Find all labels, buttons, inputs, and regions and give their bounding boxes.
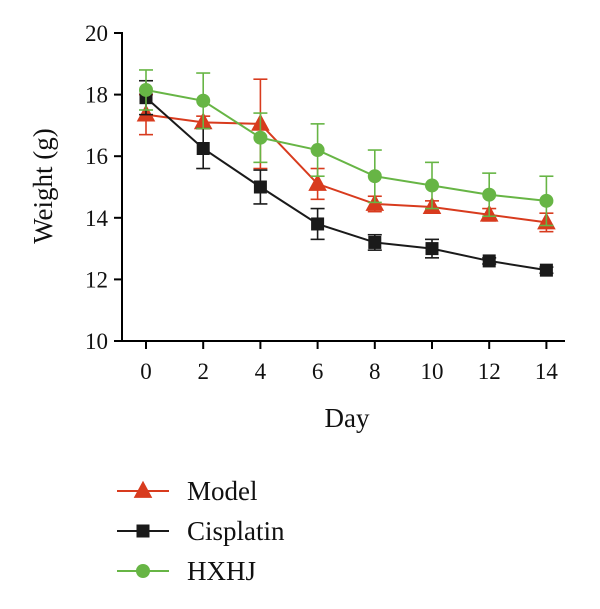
y-axis-title: Weight (g) xyxy=(28,128,58,244)
legend-label: Cisplatin xyxy=(187,516,285,546)
y-tick-label: 16 xyxy=(85,144,108,169)
x-tick-label: 14 xyxy=(535,359,559,384)
x-tick-label: 2 xyxy=(197,359,209,384)
data-point xyxy=(425,242,439,256)
data-point xyxy=(253,130,268,145)
x-tick-label: 6 xyxy=(312,359,324,384)
data-point xyxy=(368,235,382,249)
legend-item-model: Model xyxy=(117,476,258,506)
legend-marker xyxy=(136,524,150,538)
data-point xyxy=(139,82,153,97)
series-line xyxy=(145,96,547,272)
data-point xyxy=(310,143,325,158)
data-point xyxy=(253,180,267,194)
x-tick-label: 0 xyxy=(140,359,152,384)
y-tick-label: 12 xyxy=(85,267,108,292)
x-tick-label: 12 xyxy=(478,359,501,384)
series-line xyxy=(145,88,547,202)
data-point xyxy=(425,178,439,193)
data-point xyxy=(308,173,327,191)
data-point xyxy=(539,193,554,208)
y-tick-label: 20 xyxy=(85,21,108,46)
plot-area xyxy=(136,69,556,277)
legend-item-hxhj: HXHJ xyxy=(117,556,256,586)
data-point xyxy=(539,263,553,277)
y-tick-label: 10 xyxy=(85,329,108,354)
x-tick-label: 8 xyxy=(369,359,381,384)
data-point xyxy=(482,187,497,202)
series-cisplatin xyxy=(139,79,554,277)
x-axis-title: Day xyxy=(325,403,370,433)
legend-label: Model xyxy=(187,476,258,506)
legend-label: HXHJ xyxy=(187,556,256,586)
data-point xyxy=(482,254,496,268)
legend-marker xyxy=(136,564,150,578)
data-point xyxy=(311,217,325,231)
legend-marker xyxy=(133,480,153,498)
legend-item-cisplatin: Cisplatin xyxy=(117,516,285,546)
axes: 10 12 14 16 18 20 0 2 4 6 8 10 12 14 xyxy=(85,21,565,384)
series-hxhj xyxy=(139,69,554,227)
data-point xyxy=(196,142,210,155)
y-tick-label: 14 xyxy=(85,206,109,231)
series-line xyxy=(145,113,547,224)
y-tick-label: 18 xyxy=(85,83,108,108)
x-tick-label: 4 xyxy=(255,359,267,384)
legend: Model Cisplatin HXHJ xyxy=(117,476,285,586)
data-point xyxy=(196,93,211,108)
x-tick-label: 10 xyxy=(421,359,444,384)
data-point xyxy=(367,169,382,184)
